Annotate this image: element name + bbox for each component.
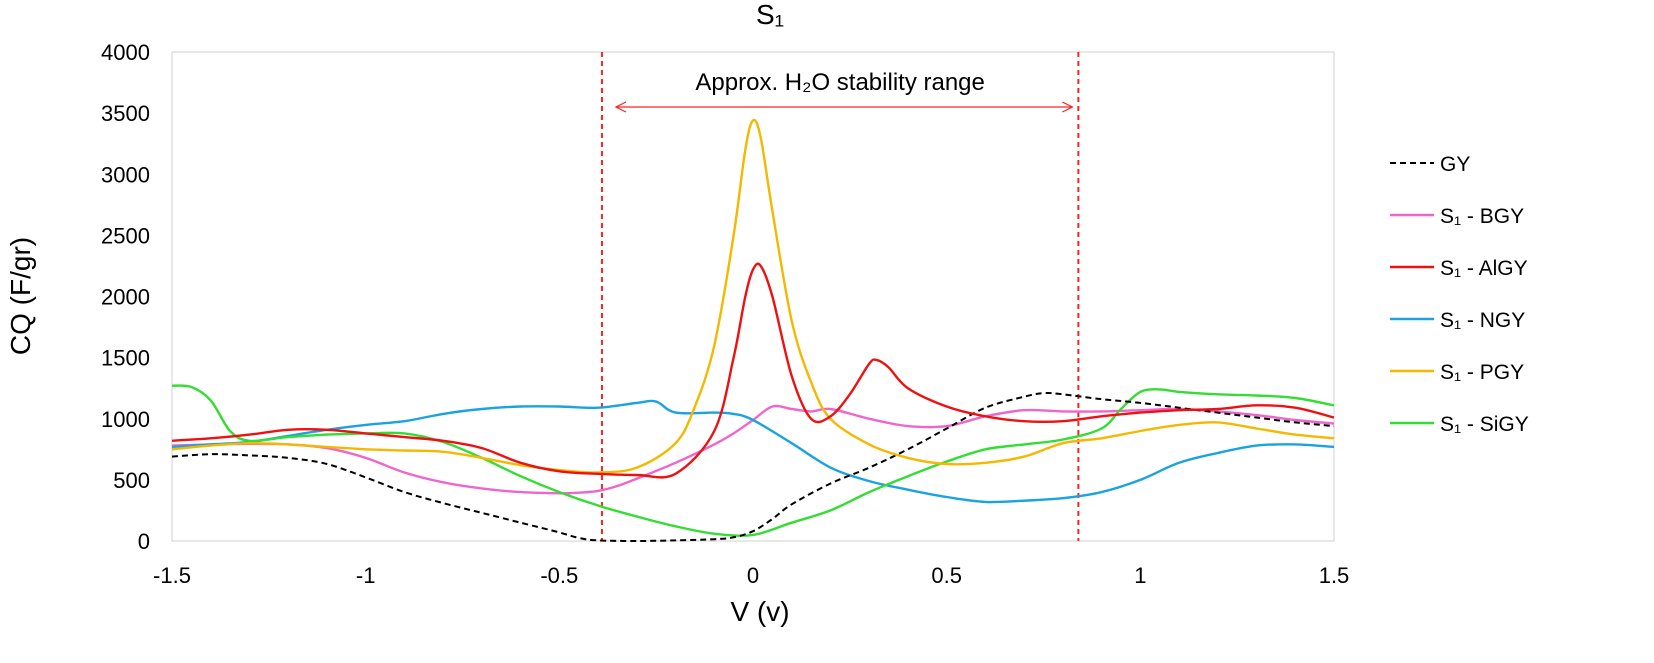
y-tick-label: 4000 bbox=[101, 40, 150, 65]
x-tick-label: 1.5 bbox=[1319, 563, 1350, 588]
y-axis-title: CQ (F/gr) bbox=[5, 237, 36, 355]
x-axis-title: V (v) bbox=[730, 596, 789, 627]
series-line bbox=[171, 399, 1335, 504]
y-tick-label: 3000 bbox=[101, 162, 150, 187]
legend-label: GY bbox=[1440, 153, 1470, 176]
x-axis-ticks: -1.5 -1 -0.5 0 0.5 1 1.5 bbox=[153, 563, 1349, 588]
stability-range-label: Approx. H₂O stability range bbox=[695, 69, 984, 96]
legend-label: S₁ - NGY bbox=[1440, 309, 1525, 332]
x-tick-label: -0.5 bbox=[540, 563, 578, 588]
y-tick-label: 0 bbox=[138, 529, 150, 554]
series-lines bbox=[171, 118, 1335, 543]
series-line bbox=[171, 118, 1335, 474]
legend-label: S₁ - BGY bbox=[1440, 205, 1524, 228]
stability-range-annotation: Approx. H₂O stability range bbox=[600, 52, 1080, 541]
legend-label: S₁ - SiGY bbox=[1440, 413, 1529, 436]
legend-label: S₁ - PGY bbox=[1440, 361, 1524, 384]
legend-label: S₁ - AlGY bbox=[1440, 257, 1528, 280]
y-tick-label: 2000 bbox=[101, 285, 150, 310]
x-tick-label: 1 bbox=[1134, 563, 1146, 588]
y-tick-label: 1500 bbox=[101, 346, 150, 371]
legend: GY S₁ - BGY S₁ - AlGY S₁ - NGY S₁ - PGY S₁ - … bbox=[1390, 153, 1529, 436]
chart-title: S₁ bbox=[756, 0, 784, 30]
arrow-head-right bbox=[1062, 101, 1074, 113]
series-line bbox=[171, 404, 1335, 495]
x-tick-label: -1 bbox=[356, 563, 376, 588]
series-line bbox=[171, 391, 1335, 543]
y-axis-ticks: 0 500 1000 1500 2000 2500 3000 3500 4000 bbox=[101, 40, 150, 554]
y-tick-label: 500 bbox=[113, 468, 150, 493]
y-tick-label: 2500 bbox=[101, 223, 150, 248]
series-line bbox=[171, 262, 1335, 479]
x-tick-label: -1.5 bbox=[153, 563, 191, 588]
y-tick-label: 3500 bbox=[101, 101, 150, 126]
arrow-head-left bbox=[614, 101, 627, 113]
series-line bbox=[171, 384, 1335, 537]
x-tick-label: 0.5 bbox=[931, 563, 962, 588]
plot-area bbox=[171, 51, 1335, 542]
x-tick-label: 0 bbox=[747, 563, 759, 588]
y-tick-label: 1000 bbox=[101, 407, 150, 432]
